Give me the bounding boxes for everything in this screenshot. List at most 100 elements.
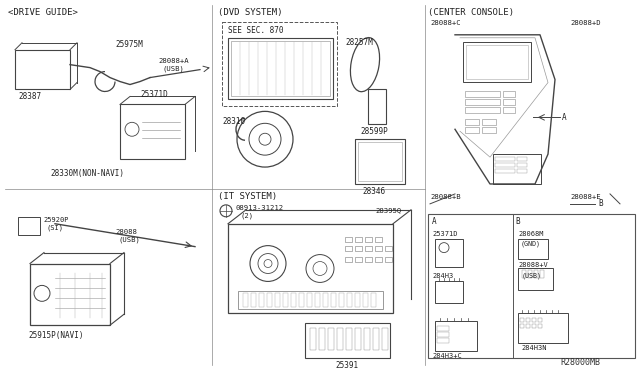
Bar: [319, 328, 325, 350]
Text: A: A: [562, 113, 566, 122]
Bar: [323, 294, 328, 307]
Text: 28599P: 28599P: [360, 127, 388, 136]
Text: 28088: 28088: [115, 229, 137, 235]
Bar: [346, 328, 352, 350]
Bar: [526, 324, 530, 328]
Bar: [355, 294, 360, 307]
Bar: [251, 294, 256, 307]
Bar: [495, 163, 515, 167]
Bar: [482, 119, 496, 125]
Bar: [355, 139, 405, 184]
Text: <DRIVE GUIDE>: <DRIVE GUIDE>: [8, 8, 78, 17]
Bar: [517, 157, 527, 161]
Bar: [382, 328, 388, 350]
Bar: [465, 108, 500, 113]
Text: (USB): (USB): [522, 272, 542, 279]
Bar: [493, 154, 541, 184]
Bar: [518, 313, 568, 343]
Bar: [465, 92, 500, 97]
Bar: [520, 324, 524, 328]
Bar: [368, 90, 386, 124]
Bar: [373, 328, 379, 350]
Bar: [339, 294, 344, 307]
Bar: [534, 270, 538, 278]
Bar: [437, 326, 449, 331]
Text: 28395Q: 28395Q: [375, 207, 401, 213]
Bar: [331, 294, 336, 307]
Bar: [365, 246, 372, 251]
Bar: [538, 324, 542, 328]
Bar: [503, 108, 515, 113]
Bar: [15, 50, 70, 90]
Bar: [305, 323, 390, 358]
Text: 28088+C: 28088+C: [430, 20, 461, 26]
Text: 28068M: 28068M: [518, 231, 543, 237]
Text: 28088+V: 28088+V: [518, 262, 548, 267]
Bar: [364, 328, 370, 350]
Bar: [435, 282, 463, 303]
Text: 25975M: 25975M: [115, 40, 143, 49]
Text: 28088+A: 28088+A: [158, 58, 189, 64]
Text: 08913-31212: 08913-31212: [235, 205, 283, 211]
Bar: [375, 246, 382, 251]
Bar: [532, 318, 536, 322]
Bar: [355, 257, 362, 262]
Bar: [259, 294, 264, 307]
Bar: [463, 42, 531, 81]
Bar: [18, 217, 40, 235]
Bar: [435, 239, 463, 266]
Text: B: B: [515, 217, 520, 226]
Bar: [228, 38, 333, 99]
Text: (SI): (SI): [46, 225, 63, 231]
Bar: [337, 328, 343, 350]
Bar: [385, 257, 392, 262]
Text: 28330M(NON-NAVI): 28330M(NON-NAVI): [50, 169, 124, 178]
Text: (2): (2): [240, 213, 253, 219]
Bar: [371, 294, 376, 307]
Text: (DVD SYSTEM): (DVD SYSTEM): [218, 8, 282, 17]
Bar: [437, 338, 449, 343]
Bar: [267, 294, 272, 307]
Text: 28088+B: 28088+B: [430, 194, 461, 200]
Text: 284H3: 284H3: [432, 273, 453, 279]
Bar: [231, 41, 330, 96]
Bar: [307, 294, 312, 307]
Bar: [283, 294, 288, 307]
Bar: [358, 142, 402, 181]
Text: 25391: 25391: [335, 361, 358, 370]
Bar: [345, 237, 352, 242]
Bar: [328, 328, 334, 350]
Text: R28000MB: R28000MB: [560, 358, 600, 367]
Text: 28310: 28310: [222, 117, 245, 126]
Bar: [299, 294, 304, 307]
Bar: [375, 237, 382, 242]
Bar: [363, 294, 368, 307]
Text: (USB): (USB): [163, 65, 185, 72]
Bar: [518, 239, 548, 259]
Bar: [522, 270, 526, 278]
Text: 25915P(NAVI): 25915P(NAVI): [28, 331, 83, 340]
Bar: [222, 22, 337, 106]
Bar: [520, 318, 524, 322]
Bar: [538, 318, 542, 322]
Bar: [465, 99, 500, 105]
Bar: [526, 318, 530, 322]
Bar: [345, 257, 352, 262]
Text: 25371D: 25371D: [432, 231, 458, 237]
Text: (USB): (USB): [118, 237, 140, 243]
Text: B: B: [598, 199, 603, 208]
Bar: [375, 257, 382, 262]
Bar: [435, 321, 477, 351]
Bar: [503, 92, 515, 97]
Text: (IT SYSTEM): (IT SYSTEM): [218, 192, 277, 201]
Bar: [437, 332, 449, 337]
Text: 25920P: 25920P: [43, 217, 68, 223]
Text: 28346: 28346: [362, 187, 385, 196]
Bar: [291, 294, 296, 307]
Bar: [465, 119, 479, 125]
Bar: [355, 237, 362, 242]
Bar: [365, 257, 372, 262]
Bar: [532, 324, 536, 328]
Bar: [518, 269, 553, 291]
Text: 25371D: 25371D: [140, 90, 168, 99]
